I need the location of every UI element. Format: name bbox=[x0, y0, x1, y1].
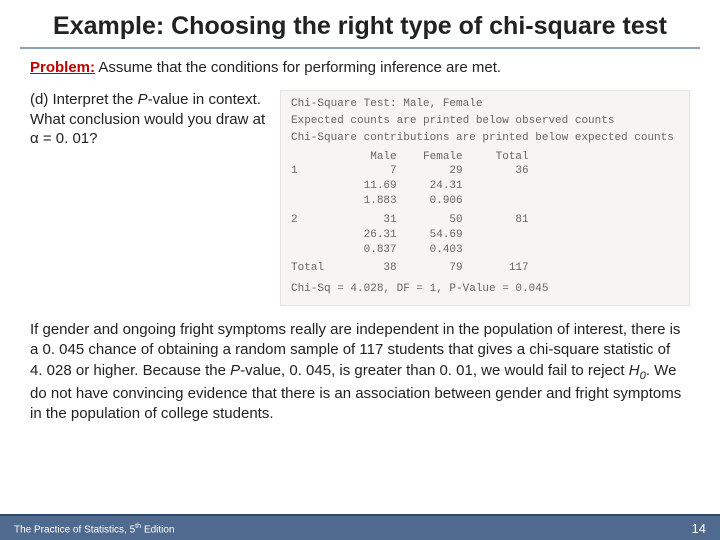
output-table: Male Female Total 1 7 29 36 11.69 24.31 … bbox=[291, 150, 679, 277]
p-variable: P bbox=[230, 362, 240, 379]
table-row: 26.31 54.69 bbox=[291, 228, 679, 243]
chi-sq-result: Chi-Sq = 4.028, DF = 1, P-Value = 0.045 bbox=[291, 282, 679, 297]
problem-line: Problem: Assume that the conditions for … bbox=[30, 59, 690, 76]
problem-text: Assume that the conditions for performin… bbox=[95, 59, 501, 76]
interpretation-text: If gender and ongoing fright symptoms re… bbox=[30, 320, 690, 424]
page-title: Example: Choosing the right type of chi-… bbox=[20, 0, 700, 49]
table-row: 1 7 29 36 bbox=[291, 164, 679, 179]
output-heading: Chi-Square Test: Male, Female bbox=[291, 97, 679, 112]
table-row: 11.69 24.31 bbox=[291, 179, 679, 194]
content-area: Problem: Assume that the conditions for … bbox=[0, 49, 720, 424]
table-header-row: Male Female Total bbox=[291, 150, 679, 165]
table-row: Total 38 79 117 bbox=[291, 261, 679, 276]
mid-row: (d) Interpret the P-value in context. Wh… bbox=[30, 90, 690, 306]
footer-source: The Practice of Statistics, 5th Edition bbox=[14, 521, 175, 535]
chi-square-output: Chi-Square Test: Male, Female Expected c… bbox=[280, 90, 690, 306]
slide: { "title": "Example: Choosing the right … bbox=[0, 0, 720, 540]
p-variable: P bbox=[138, 91, 148, 108]
problem-label: Problem: bbox=[30, 59, 95, 76]
output-sub1: Expected counts are printed below observ… bbox=[291, 114, 679, 129]
page-number: 14 bbox=[692, 521, 706, 536]
output-sub2: Chi-Square contributions are printed bel… bbox=[291, 131, 679, 146]
footer-bar: The Practice of Statistics, 5th Edition … bbox=[0, 514, 720, 540]
table-row: 0.837 0.403 bbox=[291, 243, 679, 258]
question-text: (d) Interpret the P-value in context. Wh… bbox=[30, 90, 270, 149]
table-row: 2 31 50 81 bbox=[291, 213, 679, 228]
h-variable: H bbox=[629, 362, 640, 379]
table-row: 1.883 0.906 bbox=[291, 194, 679, 209]
